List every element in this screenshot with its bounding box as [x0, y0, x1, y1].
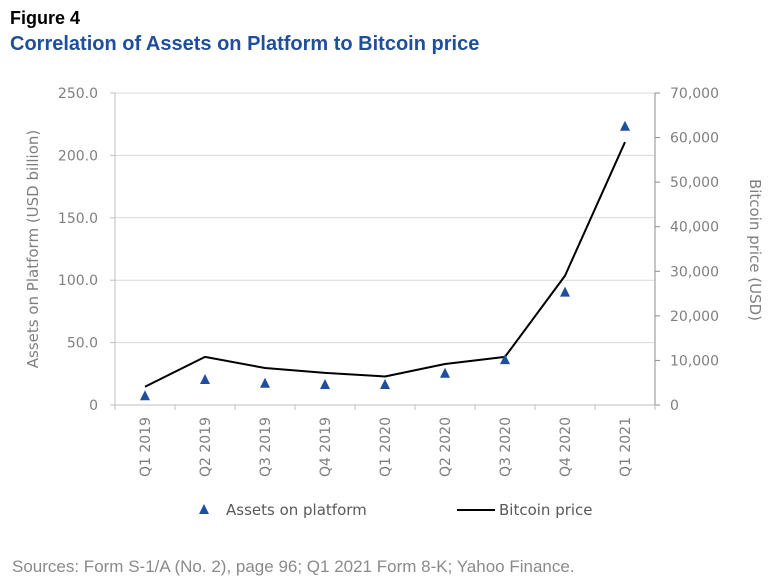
assets-point: [620, 120, 630, 131]
assets-point: [320, 379, 330, 390]
y-left-tick-label: 0: [89, 398, 98, 414]
x-tick-label: Q1 2021: [618, 417, 634, 477]
x-tick-label: Q2 2020: [438, 417, 454, 477]
legend-bitcoin-label: Bitcoin price: [499, 501, 593, 519]
figure-label: Figure 4: [10, 8, 81, 28]
y-left-axis-title: Assets on Platform (USD billion): [24, 130, 42, 368]
y-left-tick-label: 250.0: [58, 86, 98, 102]
legend-assets-label: Assets on platform: [226, 501, 367, 519]
assets-point: [560, 286, 570, 297]
source-note: Sources: Form S-1/A (No. 2), page 96; Q1…: [12, 557, 575, 576]
y-left-tick-label: 100.0: [58, 273, 98, 289]
assets-point: [380, 379, 390, 390]
y-right-tick-label: 0: [670, 398, 679, 414]
x-tick-label: Q1 2019: [138, 417, 154, 477]
y-right-tick-label: 10,000: [670, 353, 719, 369]
y-right-tick-label: 70,000: [670, 86, 719, 102]
x-tick-label: Q4 2020: [558, 417, 574, 477]
y-right-tick-label: 20,000: [670, 309, 719, 325]
series: [140, 120, 630, 401]
chart: 0 50.0 100.0 150.0 200.0 250.0 0 10,000 20,000 30…: [24, 86, 764, 519]
y-left-tick-label: 200.0: [58, 148, 98, 164]
x-tick-label: Q1 2020: [378, 417, 394, 477]
assets-point: [440, 367, 450, 378]
x-tick-label: Q3 2019: [258, 417, 274, 477]
x-tick-label: Q3 2020: [498, 417, 514, 477]
y-left-tick-label: 150.0: [58, 211, 98, 227]
assets-point: [140, 390, 150, 401]
assets-point: [500, 354, 510, 365]
legend-assets-marker: [199, 504, 209, 514]
y-right-tick-label: 60,000: [670, 131, 719, 147]
axes: 0 50.0 100.0 150.0 200.0 250.0 0 10,000 20,000 30…: [24, 86, 764, 477]
y-right-tick-label: 50,000: [670, 175, 719, 191]
y-right-axis-title: Bitcoin price (USD): [746, 179, 764, 321]
x-tick-label: Q4 2019: [318, 417, 334, 477]
assets-point: [200, 374, 210, 385]
y-right-tick-label: 30,000: [670, 264, 719, 280]
y-left-tick-label: 50.0: [67, 336, 98, 352]
legend: Assets on platform Bitcoin price: [199, 501, 593, 519]
assets-point: [260, 377, 270, 388]
gridlines: [115, 92, 655, 344]
bitcoin-price-line: [144, 141, 626, 388]
x-tick-label: Q2 2019: [198, 417, 214, 477]
y-right-tick-label: 40,000: [670, 220, 719, 236]
chart-title: Correlation of Assets on Platform to Bit…: [10, 33, 480, 55]
